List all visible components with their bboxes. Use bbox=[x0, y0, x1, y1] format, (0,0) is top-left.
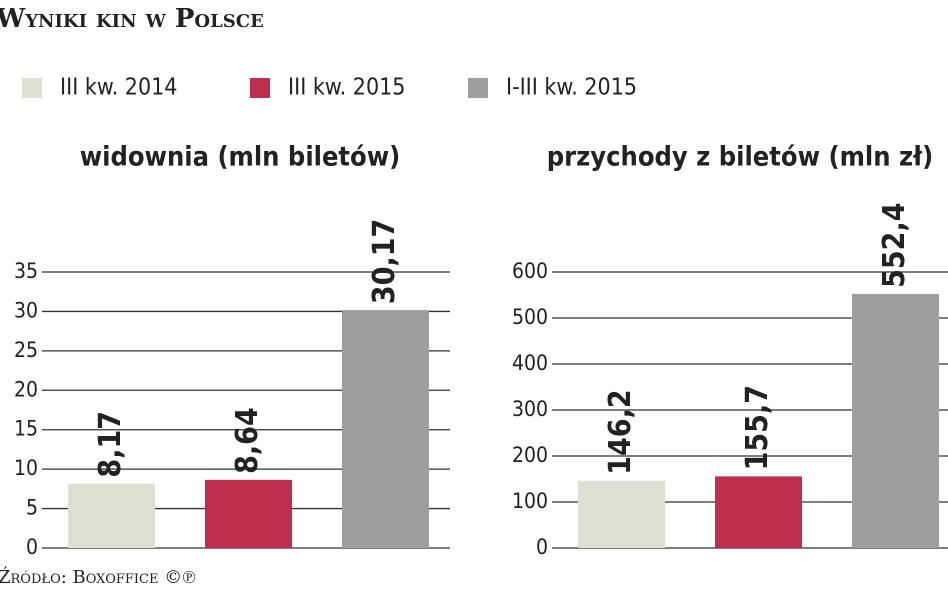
legend-swatch bbox=[250, 78, 270, 98]
page-title: Wyniki kin w Polsce bbox=[0, 4, 264, 34]
y-tick-label: 30 bbox=[14, 298, 38, 322]
value-label: 155,7 bbox=[740, 385, 775, 470]
y-tick-label: 100 bbox=[512, 489, 548, 513]
chart-title: przychody z biletów (mln zł) bbox=[547, 142, 933, 173]
chart-title: widownia (mln biletów) bbox=[80, 142, 401, 173]
y-tick-label: 20 bbox=[14, 377, 38, 401]
value-label: 8,64 bbox=[230, 407, 265, 474]
y-tick-label: 0 bbox=[536, 535, 548, 559]
value-label: 146,2 bbox=[603, 389, 638, 474]
bar bbox=[205, 479, 292, 548]
y-tick-label: 25 bbox=[14, 338, 38, 362]
bar bbox=[68, 483, 155, 548]
source: Źródło: Boxoffice ©℗ bbox=[0, 565, 196, 588]
y-tick-label: 300 bbox=[512, 397, 548, 421]
value-label: 552,4 bbox=[877, 203, 912, 288]
legend-label: I-III kw. 2015 bbox=[506, 75, 637, 101]
y-tick-label: 500 bbox=[512, 305, 548, 329]
y-tick-label: 200 bbox=[512, 443, 548, 467]
legend-swatch bbox=[468, 78, 488, 98]
value-label: 8,17 bbox=[93, 411, 128, 478]
legend-label: III kw. 2015 bbox=[288, 75, 405, 101]
y-tick-label: 0 bbox=[26, 535, 38, 559]
legend-swatch bbox=[22, 78, 42, 98]
y-tick-label: 10 bbox=[14, 456, 38, 480]
y-tick-label: 600 bbox=[512, 259, 548, 283]
y-tick-label: 400 bbox=[512, 351, 548, 375]
legend-label: III kw. 2014 bbox=[60, 75, 177, 101]
y-tick-label: 35 bbox=[14, 259, 38, 283]
value-label: 30,17 bbox=[367, 219, 402, 304]
bar bbox=[342, 310, 429, 548]
y-tick-label: 5 bbox=[26, 496, 38, 520]
bar bbox=[578, 480, 665, 548]
bar bbox=[852, 293, 939, 548]
bar bbox=[715, 476, 802, 548]
y-tick-label: 15 bbox=[14, 417, 38, 441]
